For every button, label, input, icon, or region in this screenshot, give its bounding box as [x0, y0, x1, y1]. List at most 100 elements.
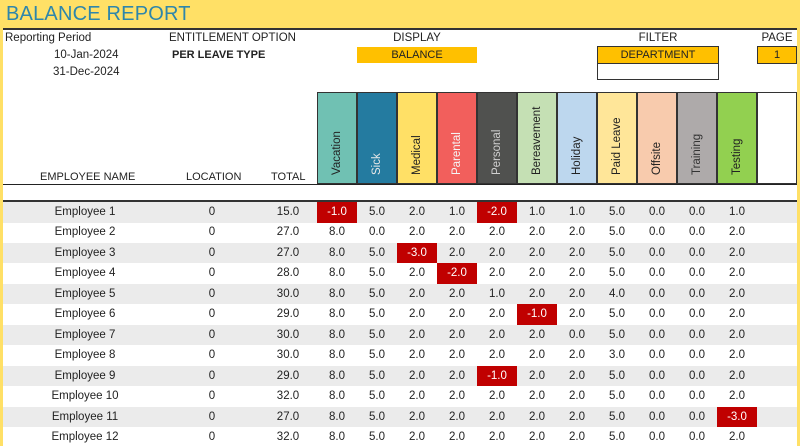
balance-parental: 2.0: [449, 390, 465, 403]
reporting-period-end[interactable]: 31-Dec-2024: [53, 66, 120, 78]
balance-vacation: 8.0: [329, 246, 345, 259]
balance-holiday: 2.0: [569, 287, 585, 300]
employee-name: Employee 1: [54, 206, 116, 218]
table-row[interactable]: Employee 3 0 27.0 8.0 5.0 -3.0 2.0 2.0 2.0 2.0 5.0…: [3, 242, 797, 264]
leave-type-label: Offsite: [651, 141, 663, 175]
filter-value-input[interactable]: [597, 63, 719, 80]
balance-offsite: 0.0: [649, 267, 665, 280]
balance-vacation: 8.0: [329, 369, 345, 382]
balance-bereavement: 1.0: [529, 206, 545, 218]
balance-training: 0.0: [689, 246, 705, 259]
employee-location: 0: [208, 308, 216, 321]
table-row[interactable]: Employee 7 0 30.0 8.0 5.0 2.0 2.0 2.0 2.0 0.0 5.0 0…: [3, 324, 797, 346]
leave-type-label: Parental: [451, 132, 463, 175]
balance-sick: 5.0: [369, 206, 385, 218]
balance-training: 0.0: [689, 430, 705, 443]
leave-type-label: Holiday: [571, 136, 583, 175]
table-row[interactable]: Employee 4 0 28.0 8.0 5.0 2.0 -2.0 2.0 2.0 2.0 5.0…: [3, 263, 797, 284]
table-row[interactable]: Employee 12 0 32.0 8.0 5.0 2.0 2.0 2.0 2.0 2.0 5.0…: [3, 427, 797, 447]
employee-name: Employee 12: [51, 430, 119, 443]
balance-paid-leave: 5.0: [609, 430, 625, 443]
balance-parental: 2.0: [449, 430, 465, 443]
column-header-location: LOCATION: [186, 171, 242, 183]
filter-select[interactable]: DEPARTMENT: [597, 46, 719, 64]
balance-medical: 2.0: [409, 369, 425, 382]
balance-offsite: 0.0: [649, 246, 665, 259]
leave-type-header-testing: Testing: [717, 92, 757, 184]
page-title: BALANCE REPORT: [6, 3, 191, 25]
column-header-total: TOTAL: [271, 171, 306, 183]
balance-bereavement: 2.0: [529, 246, 545, 259]
balance-holiday: 1.0: [569, 206, 585, 218]
balance-personal: 1.0: [489, 287, 505, 300]
table-row[interactable]: Employee 5 0 30.0 8.0 5.0 2.0 2.0 1.0 2.0 2.0 4.0 0…: [3, 283, 797, 305]
balance-bereavement: 2.0: [529, 430, 545, 443]
employee-total: 28.0: [276, 267, 300, 280]
balance-vacation: 8.0: [329, 308, 345, 321]
balance-training: 0.0: [689, 287, 705, 300]
balance-personal: 2.0: [489, 226, 505, 239]
balance-training: 0.0: [689, 226, 705, 239]
balance-medical: 2.0: [409, 390, 425, 403]
balance-offsite: 0.0: [649, 369, 665, 382]
balance-offsite: 0.0: [649, 328, 665, 341]
employee-total: 32.0: [276, 430, 300, 443]
page-label: PAGE: [761, 32, 793, 44]
balance-holiday: 2.0: [569, 308, 585, 321]
employee-name: Employee 5: [54, 287, 116, 300]
table-row[interactable]: Employee 11 0 27.0 8.0 5.0 2.0 2.0 2.0 2.0 2.0 5.0…: [3, 406, 797, 427]
balance-personal: -2.0: [477, 202, 517, 223]
balance-testing: 2.0: [729, 390, 745, 403]
title-bar: BALANCE REPORT: [0, 0, 800, 30]
entitlement-option-value[interactable]: PER LEAVE TYPE: [172, 49, 266, 61]
balance-parental: 2.0: [449, 246, 465, 259]
table-row[interactable]: Employee 9 0 29.0 8.0 5.0 2.0 2.0 -1.0 2.0 2.0 5.0…: [3, 365, 797, 387]
frame-left: [0, 0, 3, 446]
column-header-employee-name: EMPLOYEE NAME: [40, 171, 136, 183]
balance-holiday: 0.0: [569, 328, 585, 341]
balance-testing: 2.0: [729, 308, 745, 321]
display-select[interactable]: BALANCE: [357, 47, 477, 63]
balance-paid-leave: 5.0: [609, 308, 625, 321]
balance-holiday: 2.0: [569, 226, 585, 239]
page-input[interactable]: 1: [757, 46, 797, 64]
balance-testing: 2.0: [729, 226, 745, 239]
balance-training: 0.0: [689, 328, 705, 341]
balance-paid-leave: 5.0: [609, 246, 625, 259]
employee-total: 29.0: [276, 308, 300, 321]
balance-offsite: 0.0: [649, 206, 665, 218]
balance-paid-leave: 5.0: [609, 206, 625, 218]
table-row[interactable]: Employee 6 0 29.0 8.0 5.0 2.0 2.0 2.0 -1.0 2.0 5.0…: [3, 304, 797, 325]
table-row[interactable]: Employee 2 0 27.0 8.0 0.0 2.0 2.0 2.0 2.0 2.0 5.0 0…: [3, 222, 797, 243]
leave-type-header-holiday: Holiday: [557, 92, 597, 184]
balance-personal: 2.0: [489, 328, 505, 341]
employee-location: 0: [208, 287, 216, 300]
balance-sick: 5.0: [369, 430, 385, 443]
employee-total: 15.0: [276, 206, 300, 218]
balance-vacation: 8.0: [329, 349, 345, 362]
table-row[interactable]: Employee 8 0 30.0 8.0 5.0 2.0 2.0 2.0 2.0 2.0 3.0 0…: [3, 345, 797, 366]
balance-vacation: -1.0: [317, 202, 357, 223]
employee-name: Employee 2: [54, 226, 116, 239]
leave-type-header-paid-leave: Paid Leave: [597, 92, 637, 184]
employee-name: Employee 3: [54, 246, 116, 259]
balance-testing: 2.0: [729, 267, 745, 280]
frame-right: [797, 0, 800, 446]
balance-holiday: 2.0: [569, 349, 585, 362]
balance-personal: 2.0: [489, 390, 505, 403]
balance-medical: 2.0: [409, 226, 425, 239]
employee-total: 32.0: [276, 390, 300, 403]
balance-parental: 2.0: [449, 328, 465, 341]
balance-paid-leave: 5.0: [609, 410, 625, 423]
employee-name: Employee 7: [54, 328, 116, 341]
balance-holiday: 2.0: [569, 246, 585, 259]
employee-name: Employee 4: [54, 267, 116, 280]
reporting-period-start[interactable]: 10-Jan-2024: [54, 49, 119, 61]
employee-total: 29.0: [276, 369, 300, 382]
table-row[interactable]: Employee 10 0 32.0 8.0 5.0 2.0 2.0 2.0 2.0 2.0 5.0…: [3, 386, 797, 407]
balance-bereavement: 2.0: [529, 410, 545, 423]
employee-location: 0: [208, 390, 216, 403]
leave-type-header-offsite: Offsite: [637, 92, 677, 184]
table-row[interactable]: Employee 1 0 15.0 -1.0 5.0 2.0 1.0 -2.0 1.0 1.0 5.…: [3, 202, 797, 223]
balance-testing: 2.0: [729, 349, 745, 362]
